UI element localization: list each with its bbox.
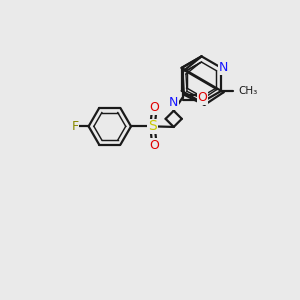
Text: S: S xyxy=(148,119,157,133)
Text: F: F xyxy=(71,120,79,133)
Text: O: O xyxy=(149,101,159,114)
Text: O: O xyxy=(149,139,159,152)
Text: N: N xyxy=(218,61,228,74)
Text: N: N xyxy=(169,96,178,109)
Text: CH₃: CH₃ xyxy=(238,86,257,96)
Text: O: O xyxy=(198,91,208,104)
